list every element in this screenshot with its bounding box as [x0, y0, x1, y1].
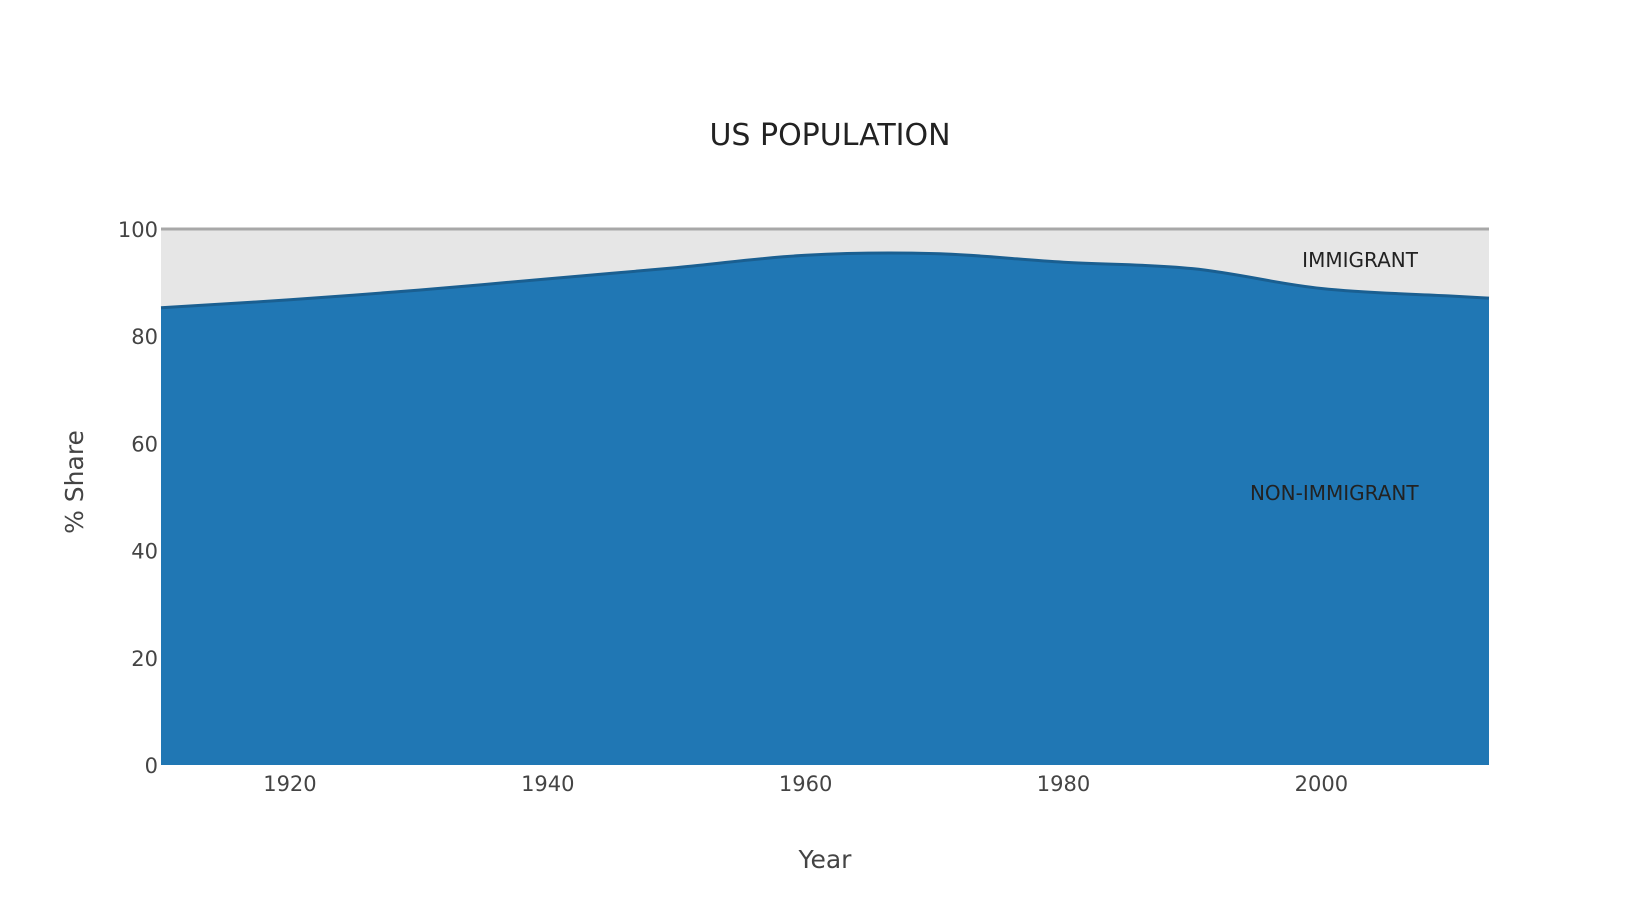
x-tick-label: 1980 — [1037, 772, 1090, 796]
x-axis-title: Year — [798, 845, 853, 874]
line-non-immigrant — [160, 251, 1490, 310]
chart-title: US POPULATION — [709, 118, 950, 153]
area-non-immigrant — [161, 252, 1489, 766]
area-immigrant — [161, 229, 1489, 308]
x-tick-label: 1940 — [521, 772, 574, 796]
x-tick-label: 1920 — [263, 772, 316, 796]
y-axis-title: % Share — [60, 430, 89, 534]
x-tick-label: 1960 — [779, 772, 832, 796]
y-tick-label: 100 — [118, 218, 158, 242]
x-tick-label: 2000 — [1295, 772, 1348, 796]
y-tick-label: 80 — [131, 325, 158, 349]
y-axis: 0 20 40 60 80 100 — [118, 218, 158, 778]
y-tick-label: 20 — [131, 647, 158, 671]
y-tick-label: 60 — [131, 432, 158, 456]
x-axis: 1920 1940 1960 1980 2000 — [263, 772, 1348, 796]
series-labels: NON-IMMIGRANT IMMIGRANT — [1250, 248, 1419, 505]
y-tick-label: 0 — [145, 754, 158, 778]
y-tick-label: 40 — [131, 540, 158, 564]
series-label-non-immigrant: NON-IMMIGRANT — [1250, 481, 1419, 505]
plot-area — [160, 227, 1490, 766]
series-label-immigrant: IMMIGRANT — [1302, 248, 1419, 272]
